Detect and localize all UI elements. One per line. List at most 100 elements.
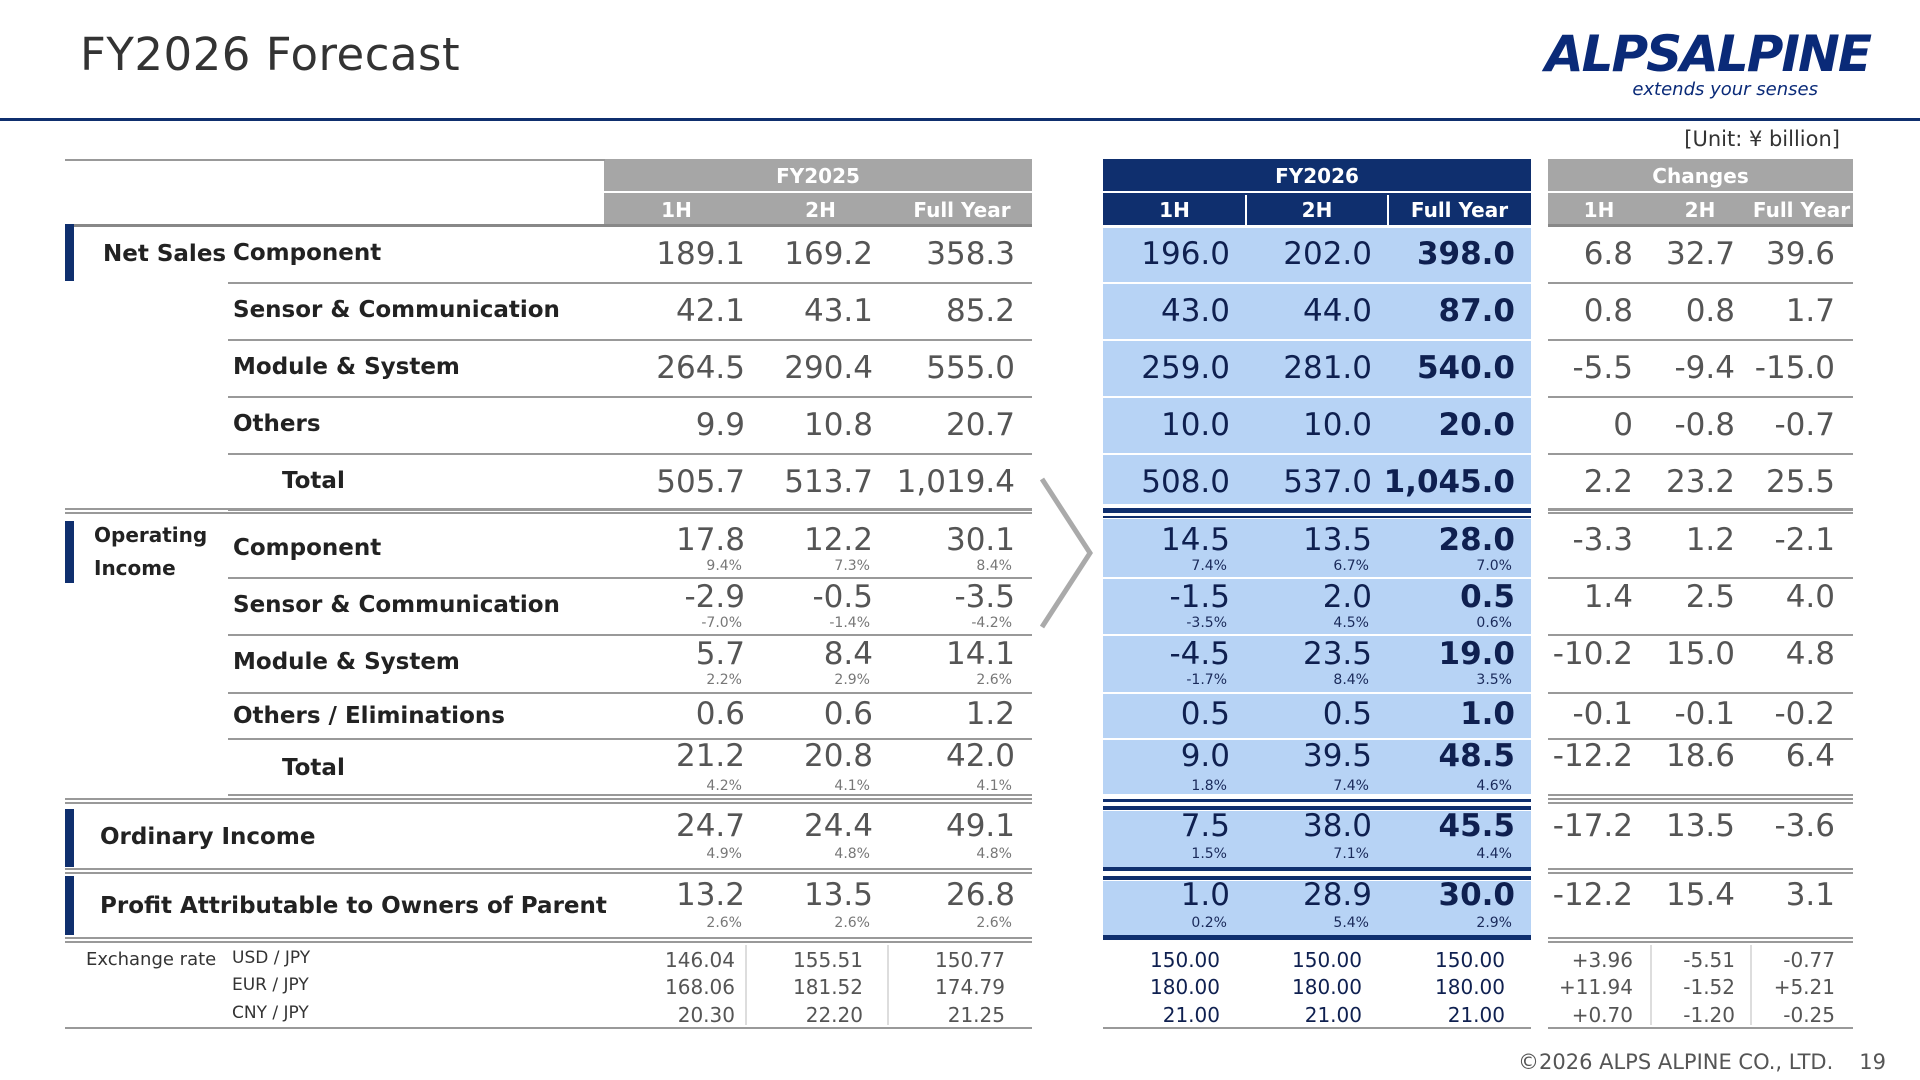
changes-exchange-2-2: -0.25	[1783, 1003, 1835, 1027]
prof-dline-left	[65, 937, 1032, 943]
row-label-0: Component	[233, 240, 382, 266]
fy2026-bg-ord	[1103, 811, 1531, 867]
fy2026-exchange-2-0: 21.00	[1162, 1003, 1220, 1027]
fy2025-pct-6-0: -7.0%	[701, 615, 742, 631]
row-sep-3-0	[228, 453, 1032, 455]
fy2025-pct-11-0: 2.6%	[706, 915, 742, 931]
row-sep-8-0	[228, 738, 1032, 740]
fy2025-pct-9-0: 4.2%	[706, 778, 742, 794]
fy2026-pct-9-1: 7.4%	[1333, 778, 1369, 794]
fy2026-pct-7-2: 3.5%	[1476, 672, 1512, 688]
unit-label: [Unit: ¥ billion]	[1684, 127, 1840, 151]
fy2025-value-4-1: 513.7	[784, 464, 873, 500]
exchange-label: Exchange rate	[86, 949, 217, 970]
fy2025-value-9-0: 21.2	[675, 738, 745, 774]
fy2026-exchange-2-1: 21.00	[1304, 1003, 1362, 1027]
fy2026-exchange-2-2: 21.00	[1447, 1003, 1505, 1027]
row-sep-4-2	[1548, 509, 1853, 511]
fy2025-value-6-0: -2.9	[684, 579, 746, 615]
fy2025-value-10-0: 24.7	[675, 808, 745, 844]
prof-dline-changes	[1548, 937, 1853, 943]
changes-value-9-2: 6.4	[1785, 738, 1835, 774]
fy2025-pct-10-2: 4.8%	[976, 846, 1012, 862]
row-sep-6-0	[228, 634, 1032, 636]
row-label-4: Total	[282, 468, 345, 494]
page-title: FY2026 Forecast	[80, 28, 461, 81]
page-number: 19	[1859, 1050, 1886, 1074]
fy2026-value-3-2: 20.0	[1438, 407, 1516, 443]
changes-value-6-0: 1.4	[1583, 579, 1633, 615]
row-label-1: Sensor & Communication	[233, 297, 560, 323]
fy2026-exchange-0-0: 150.00	[1150, 948, 1220, 972]
fy2025-pct-5-1: 7.3%	[834, 558, 870, 574]
changes-value-2-0: -5.5	[1572, 350, 1634, 386]
changes-value-11-2: 3.1	[1785, 877, 1835, 913]
row-label-9: Total	[282, 755, 345, 781]
fy2026-value-11-0: 1.0	[1180, 877, 1230, 913]
changes-value-8-2: -0.2	[1774, 696, 1836, 732]
fy2025-exchange-1-2: 174.79	[935, 975, 1005, 999]
fy2026-value-4-2: 1,045.0	[1383, 464, 1515, 500]
fy2025-exchange-2-2: 21.25	[947, 1003, 1005, 1027]
row-sep-2-0	[228, 396, 1032, 398]
net-sales-label: Net Sales	[103, 241, 227, 267]
fy2025-value-2-0: 264.5	[656, 350, 745, 386]
changes-value-9-0: -12.2	[1552, 738, 1633, 774]
changes-value-0-1: 32.7	[1665, 236, 1735, 272]
profit-label: Profit Attributable to Owners of Parent	[100, 893, 607, 919]
exchange-vsep-0	[745, 945, 747, 1025]
sub-header-changes-2: Full Year	[1752, 198, 1851, 222]
fy2026-sub-sep-2	[1387, 195, 1389, 225]
fy2026-value-6-2: 0.5	[1460, 579, 1515, 615]
sub-header-changes-0: 1H	[1583, 198, 1615, 222]
fy2026-pct-11-2: 2.9%	[1476, 915, 1512, 931]
row-sep-0-2	[1548, 282, 1853, 284]
changes-value-5-1: 1.2	[1685, 522, 1735, 558]
row-sep-9-2	[1548, 794, 1853, 796]
changes-value-8-1: -0.1	[1674, 696, 1736, 732]
row-sep-6-1	[1103, 634, 1531, 636]
changes-value-4-1: 23.2	[1665, 464, 1735, 500]
fy2026-value-0-0: 196.0	[1141, 236, 1230, 272]
fy2026-value-2-2: 540.0	[1416, 350, 1515, 386]
exchange-currency-1: EUR / JPY	[232, 975, 309, 995]
footer: ©2026 ALPS ALPINE CO., LTD. 19	[1492, 1050, 1886, 1074]
row-sep-9-0	[228, 794, 1032, 796]
fy2026-value-2-1: 281.0	[1283, 350, 1372, 386]
fy2025-value-1-2: 85.2	[945, 293, 1015, 329]
fy2025-value-7-2: 14.1	[945, 636, 1015, 672]
row-sep-1-2	[1548, 339, 1853, 341]
fy2026-pct-10-1: 7.1%	[1333, 846, 1369, 862]
row-label-2: Module & System	[233, 354, 460, 380]
fy2025-pct-9-2: 4.1%	[976, 778, 1012, 794]
changes-value-1-1: 0.8	[1685, 293, 1735, 329]
fy2026-value-7-2: 19.0	[1438, 636, 1516, 672]
fy2026-value-4-1: 537.0	[1283, 464, 1372, 500]
changes-header: Changes	[1652, 164, 1749, 188]
row-sep-8-2	[1548, 738, 1853, 740]
fy2026-pct-5-1: 6.7%	[1333, 558, 1369, 574]
fy2026-pct-6-0: -3.5%	[1186, 615, 1227, 631]
fy2026-pct-11-0: 0.2%	[1191, 915, 1227, 931]
op-total-dline-fy26	[1103, 799, 1531, 802]
op-income-bar	[65, 521, 74, 583]
fy2025-value-4-0: 505.7	[656, 464, 745, 500]
row-sep-1-1	[1103, 339, 1531, 341]
sub-header-fy2026-2: Full Year	[1410, 198, 1509, 222]
fy2025-value-3-0: 9.9	[695, 407, 745, 443]
fy2025-value-11-0: 13.2	[675, 877, 745, 913]
row-label-5: Component	[233, 535, 382, 561]
fy2026-value-9-0: 9.0	[1180, 738, 1230, 774]
fy2026-value-9-1: 39.5	[1302, 738, 1372, 774]
row-sep-7-2	[1548, 692, 1853, 694]
fy2025-value-5-2: 30.1	[945, 522, 1015, 558]
fy2026-value-1-0: 43.0	[1160, 293, 1230, 329]
fy2026-value-10-1: 38.0	[1302, 808, 1372, 844]
fy2026-exchange-1-0: 180.00	[1150, 975, 1220, 999]
fy2026-value-11-1: 28.9	[1302, 877, 1372, 913]
row-sep-9-1	[1103, 794, 1531, 796]
row-sep-6-2	[1548, 634, 1853, 636]
changes-value-2-2: -15.0	[1754, 350, 1835, 386]
fy2025-pct-10-1: 4.8%	[834, 846, 870, 862]
changes-value-5-0: -3.3	[1572, 522, 1634, 558]
